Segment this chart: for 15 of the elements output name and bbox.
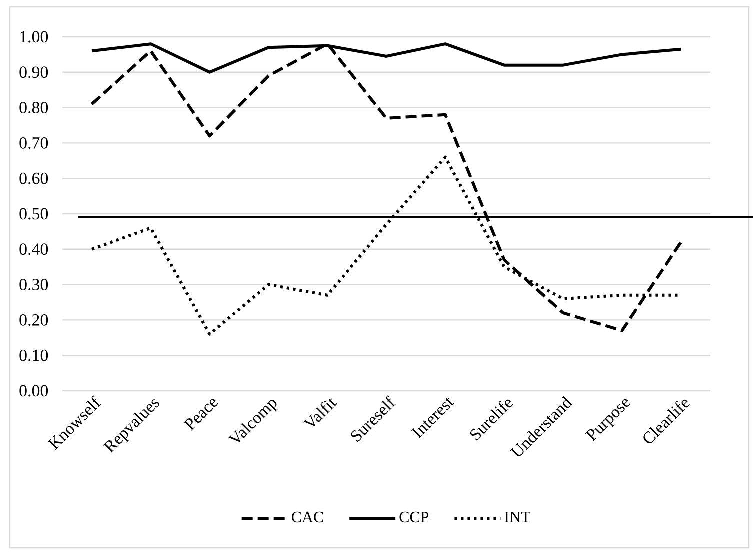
y-tick-label: 0.10 xyxy=(20,350,48,362)
x-tick-label: Valfit xyxy=(303,398,338,427)
y-tick-label: 0.40 xyxy=(20,244,48,256)
y-tick-label: 0.30 xyxy=(20,279,48,291)
y-tick-label: 0.60 xyxy=(20,172,48,184)
legend-label: CCP xyxy=(400,512,429,523)
y-tick-label: 0.50 xyxy=(20,208,48,220)
y-tick-label: 0.00 xyxy=(20,385,48,397)
y-tick-label: 0.70 xyxy=(20,137,48,149)
y-tick-label: 1.00 xyxy=(20,31,48,43)
y-tick-label: 0.90 xyxy=(20,66,48,78)
y-tick-label: 0.80 xyxy=(20,102,48,114)
y-tick-label: 0.20 xyxy=(20,314,48,326)
legend-label: INT xyxy=(504,512,530,522)
legend-label: CAC xyxy=(292,512,324,523)
